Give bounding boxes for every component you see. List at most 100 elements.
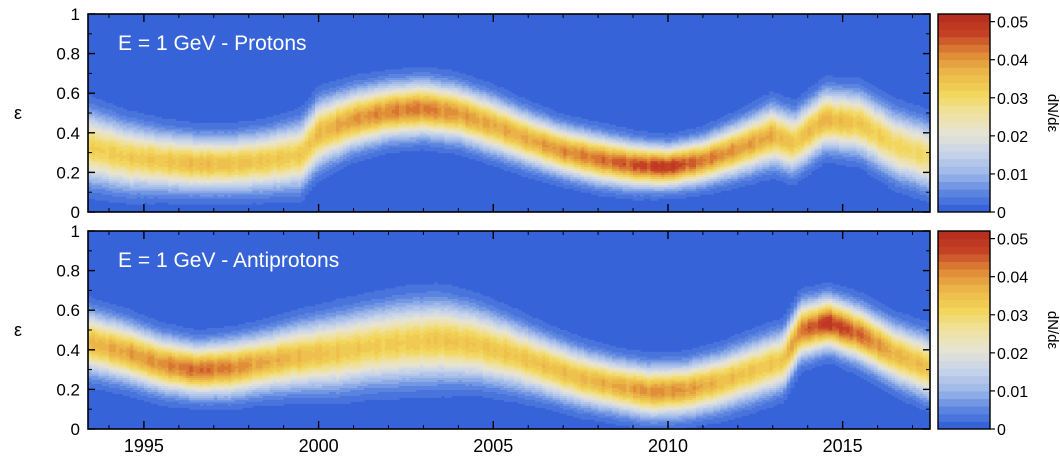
heatmap-cell (109, 103, 113, 106)
heatmap-cell (119, 107, 123, 110)
heatmap-cell (479, 79, 483, 82)
heatmap-cell (95, 99, 99, 102)
heatmap-fill-layer (88, 14, 931, 430)
heatmap-cell (280, 113, 284, 116)
heatmap-cell (147, 115, 151, 118)
heatmap-cell (182, 121, 186, 124)
heatmap-cell (228, 123, 232, 126)
heatmap-cell (112, 105, 116, 108)
heatmap-cell (270, 117, 274, 120)
heatmap-cell (207, 123, 211, 126)
heatmap-cell (123, 109, 127, 112)
heatmap-cell (214, 123, 218, 126)
heatmap-cell (472, 77, 476, 80)
heatmap-cell (399, 69, 403, 72)
heatmap-cell (458, 73, 462, 76)
heatmap-cell (238, 121, 242, 124)
heatmap-cell (451, 71, 455, 74)
heatmap-cell (462, 73, 466, 76)
heatmap-cell (476, 79, 480, 82)
heatmap-cell (381, 71, 385, 74)
heatmap-cell (319, 85, 323, 88)
heatmap-cell (186, 121, 190, 124)
heatmap-cell (277, 115, 281, 118)
heatmap-cell (388, 69, 392, 72)
heatmap-cell (301, 105, 305, 108)
heatmap-cell (224, 123, 228, 126)
heatmap-cell (347, 77, 351, 80)
heatmap-cell (245, 121, 249, 124)
heatmap-cell (98, 99, 102, 102)
heatmap-cell (249, 121, 253, 124)
heatmap-cell (210, 123, 214, 126)
heatmap-cell (350, 75, 354, 78)
heatmap-cell (126, 111, 130, 114)
heatmap-cell (140, 113, 144, 116)
heatmap-cell (406, 67, 410, 70)
heatmap-cell (196, 123, 200, 126)
heatmap-cell (151, 115, 155, 118)
heatmap-cell (179, 121, 183, 124)
heatmap-cell (385, 69, 389, 72)
heatmap-cell (102, 101, 106, 104)
heatmap-cell (200, 123, 204, 126)
heatmap-cell (294, 109, 298, 112)
heatmap-cell (469, 75, 473, 78)
heatmap-cell (326, 83, 330, 86)
heatmap-cell (378, 71, 382, 74)
heatmap-cell (371, 71, 375, 74)
heatmap-cell (231, 123, 235, 126)
heatmap-cell (308, 97, 312, 100)
heatmap-cell (252, 121, 256, 124)
heatmap-cell (427, 67, 431, 70)
heatmap-cell (420, 67, 424, 70)
heatmap-cell (266, 117, 270, 120)
heatmap-cell (116, 107, 120, 110)
heatmap-cell (413, 67, 417, 70)
heatmap-cell (165, 119, 169, 122)
heatmap-cell (333, 81, 337, 84)
heatmap-cell (392, 69, 396, 72)
heatmap-cell (203, 123, 207, 126)
heatmap-cell (130, 111, 134, 114)
heatmap-cell (291, 111, 295, 114)
heatmap-cell (91, 97, 95, 100)
heatmap-cell (259, 119, 263, 122)
heatmap-cell (409, 67, 413, 70)
heatmap-cell (444, 69, 448, 72)
heatmap-cell (402, 67, 406, 70)
heatmap-cell (322, 83, 326, 86)
heatmap-cell (354, 75, 358, 78)
heatmap-cell (242, 121, 246, 124)
heatmap-cell (395, 69, 399, 72)
heatmap-cell (465, 75, 469, 78)
heatmap-cell (315, 87, 319, 90)
heatmap-cell (312, 91, 316, 94)
heatmap-cell (423, 67, 427, 70)
heatmap-cell (343, 77, 347, 80)
heatmap-cell (158, 117, 162, 120)
heatmap-cell (263, 119, 267, 122)
heatmap-cell (364, 73, 368, 76)
heatmap-cell (168, 119, 172, 122)
heatmap-cell (193, 123, 197, 126)
heatmap-cell (448, 69, 452, 72)
heatmap-cell (284, 113, 288, 116)
heatmap-cell (441, 69, 445, 72)
heatmap-cell (154, 117, 158, 120)
heatmap-cell (357, 73, 361, 76)
heatmap-cell (287, 111, 291, 114)
heatmap-cell (105, 103, 109, 106)
heatmap-cell (298, 107, 302, 110)
heatmap-cell (137, 113, 141, 116)
heatmap-cell (430, 67, 434, 70)
heatmap-cell (172, 119, 176, 122)
heatmap-cell (368, 73, 372, 76)
heatmap-cell (133, 111, 137, 114)
heatmap-cell (455, 71, 459, 74)
heatmap-cell (416, 67, 420, 70)
heatmap-cell (175, 121, 179, 124)
heatmap-cell (329, 81, 333, 84)
